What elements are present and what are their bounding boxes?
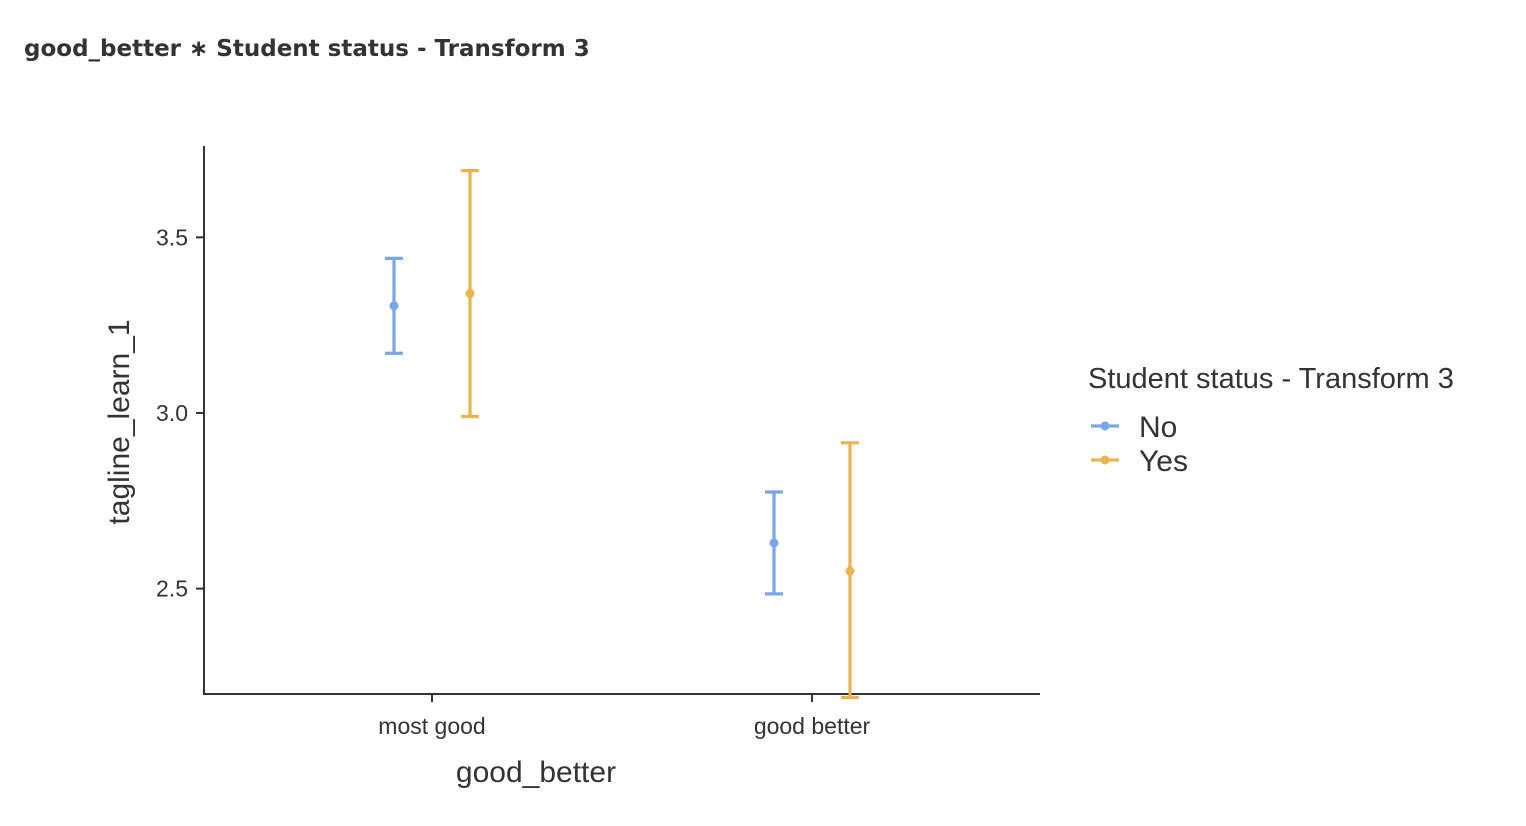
y-axis-title: tagline_learn_1 bbox=[103, 319, 136, 524]
x-tick-label: most good bbox=[378, 713, 485, 739]
legend-key-point bbox=[1100, 421, 1110, 431]
x-ticks: most good good better bbox=[378, 694, 871, 739]
series-no bbox=[385, 256, 783, 596]
chart-title: good_better ∗ Student status - Transform… bbox=[24, 36, 590, 62]
legend-label: No bbox=[1139, 411, 1177, 444]
series-layer bbox=[385, 168, 859, 700]
legend-item-yes: Yes bbox=[1091, 445, 1188, 478]
axes bbox=[203, 146, 1040, 695]
mean-point bbox=[389, 301, 399, 311]
legend-key-point bbox=[1100, 455, 1110, 465]
y-ticks: 2.5 3.0 3.5 bbox=[156, 224, 204, 602]
y-tick-label: 3.0 bbox=[156, 400, 188, 426]
legend-item-no: No bbox=[1091, 411, 1177, 444]
legend-label: Yes bbox=[1139, 445, 1188, 478]
mean-point bbox=[465, 289, 475, 299]
x-tick-label: good better bbox=[754, 713, 871, 739]
mean-point bbox=[769, 538, 779, 548]
y-tick-label: 2.5 bbox=[156, 576, 188, 602]
legend-title: Student status - Transform 3 bbox=[1088, 363, 1454, 395]
x-axis-title: good_better bbox=[456, 756, 616, 789]
series-yes bbox=[461, 168, 859, 700]
mean-point bbox=[845, 566, 855, 576]
y-tick-label: 3.5 bbox=[156, 224, 188, 250]
